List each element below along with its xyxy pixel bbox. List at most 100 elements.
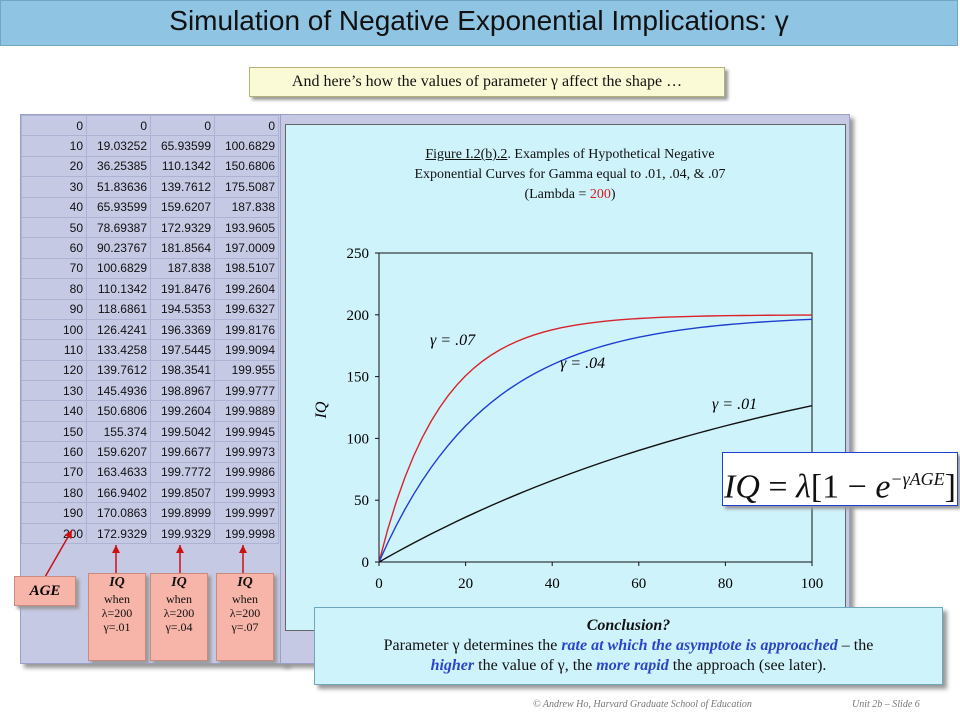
table-row: 60 90.23767 181.8564 197.0009 [21,237,279,259]
table-cell: 199.5042 [150,420,215,443]
table-cell: 197.5445 [150,339,215,361]
table-cell: 140 [21,400,87,422]
iq-gamma-04-label: IQ when λ=200 γ=.04 [150,573,208,661]
conclusion-line2: higher the value of γ, the more rapid th… [315,656,942,676]
y-tick-label: 250 [347,246,370,262]
table-cell: 199.7772 [150,461,215,484]
conclusion-box: Conclusion? Parameter γ determines the r… [314,607,943,685]
conclusion-text-c: the value of γ, the [474,657,597,674]
table-cell: 159.6207 [150,196,215,218]
lambda-label-3: λ=200 [229,606,261,620]
table-row: 10 19.03252 65.93599 100.6829 [21,135,279,157]
series-line [378,318,813,563]
figure-caption-line2: Exponential Curves for Gamma equal to .0… [414,167,726,182]
table-cell: 187.838 [214,196,279,218]
when-label-2: when [166,592,192,606]
x-tick-label: 80 [718,576,733,592]
table-cell: 199.9329 [150,522,215,545]
footer-credit: © Andrew Ho, Harvard Graduate School of … [533,699,752,710]
table-cell: 193.9605 [214,216,279,239]
table-row: 40 65.93599 159.6207 187.838 [21,196,279,218]
table-cell: 150.6806 [214,155,279,178]
figure-caption-lambda: 200 [589,187,611,202]
x-tick-label: 40 [545,576,560,592]
table-cell: 36.25385 [86,155,151,178]
formula-box: IQ = λ[1 − e−γAGE] [722,452,958,506]
x-tick-label: 0 [375,576,383,592]
conclusion-text-a: Parameter γ determines the [383,637,562,654]
table-cell: 60 [21,237,87,259]
conclusion-emph-rate: rate at which the asymptote is approache… [561,637,838,654]
table-cell: 199.8176 [214,318,279,341]
iq-label-3: IQ [237,575,253,590]
table-row: 140 150.6806 199.2604 199.9889 [21,400,279,422]
table-cell: 110 [21,339,87,361]
series-line [378,314,813,563]
x-tick-label: 20 [458,576,473,592]
table-row: 160 159.6207 199.6677 199.9973 [21,441,279,463]
arrow-head [176,545,184,553]
table-row: 150 155.374 199.5042 199.9945 [21,420,279,443]
table-cell: 198.5107 [214,257,279,280]
gamma-label-2: γ=.04 [165,620,193,634]
subtitle-callout: And here’s how the values of parameter γ… [249,67,725,97]
series-annotation: γ = .04 [560,355,605,372]
y-tick-label: 150 [347,370,370,386]
figure-caption-line3a: (Lambda = [524,187,590,202]
y-tick-label: 200 [347,308,370,324]
table-row: 180 166.9402 199.8507 199.9993 [21,482,279,504]
plot-frame [378,252,813,563]
conclusion-heading: Conclusion? [586,617,671,634]
data-table-panel: 0 0 0 0 10 19.03252 65.93599 100.6829 20 36.25385… [20,114,287,664]
arrow-head [64,530,72,539]
y-tick-label: 50 [354,493,369,509]
y-tick-label: 0 [362,555,370,571]
table-cell: 120 [21,359,87,382]
x-tick-label: 60 [631,576,646,592]
slide-title: Simulation of Negative Exponential Impli… [169,5,789,36]
figure-caption-prefix: Figure I.2(b).2 [425,147,508,162]
lambda-label-1: λ=200 [101,606,133,620]
table-cell: 199.9889 [214,400,279,422]
when-label-3: when [232,592,258,606]
table-row: 80 110.1342 191.8476 199.2604 [21,278,279,300]
title-bar: Simulation of Negative Exponential Impli… [0,0,958,46]
table-cell: 199.2604 [150,400,215,422]
table-cell: 110.1342 [86,278,151,300]
table-cell: 78.69387 [86,216,151,239]
lambda-label-2: λ=200 [163,606,195,620]
table-cell: 90 [21,298,87,320]
footer-slide-number: Unit 2b – Slide 6 [852,699,920,710]
iq-label-1: IQ [109,575,125,590]
table-cell: 65.93599 [86,196,151,218]
age-label: AGE [14,576,76,606]
figure-caption-line3c: ) [610,187,616,202]
figure-caption-line1: . Examples of Hypothetical Negative [507,147,715,162]
arrow-line [44,529,73,578]
table-row: 200 172.9329 199.9329 199.9998 [21,522,279,545]
chart-curves [378,314,813,563]
table-cell: 150.6806 [86,400,151,422]
table-row: 50 78.69387 172.9329 193.9605 [21,216,279,239]
conclusion-text-b: – the [837,637,874,654]
iq-gamma-07-label: IQ when λ=200 γ=.07 [216,573,274,661]
gamma-label-1: γ=.01 [103,620,131,634]
table-row: 100 126.4241 196.3369 199.8176 [21,318,279,341]
table-cell: 10 [21,135,87,157]
table-cell: 90.23767 [86,237,151,259]
y-axis-label: IQ [313,401,330,419]
series-line [378,405,813,563]
table-cell: 198.3541 [150,359,215,382]
when-label-1: when [104,592,130,606]
table-cell: 199.9998 [214,522,279,545]
chart-axes: 0 50 100 150 200 250 0 20 40 60 80 100 IQ [313,246,823,592]
table-cell: 166.9402 [86,482,151,504]
table-cell: 197.0009 [214,237,279,259]
conclusion-emph-higher: higher [430,657,475,674]
label-arrows [44,529,247,578]
conclusion-text-d: the approach (see later). [668,657,827,674]
table-cell: 191.8476 [150,278,215,300]
x-tick-label: 100 [801,576,824,592]
